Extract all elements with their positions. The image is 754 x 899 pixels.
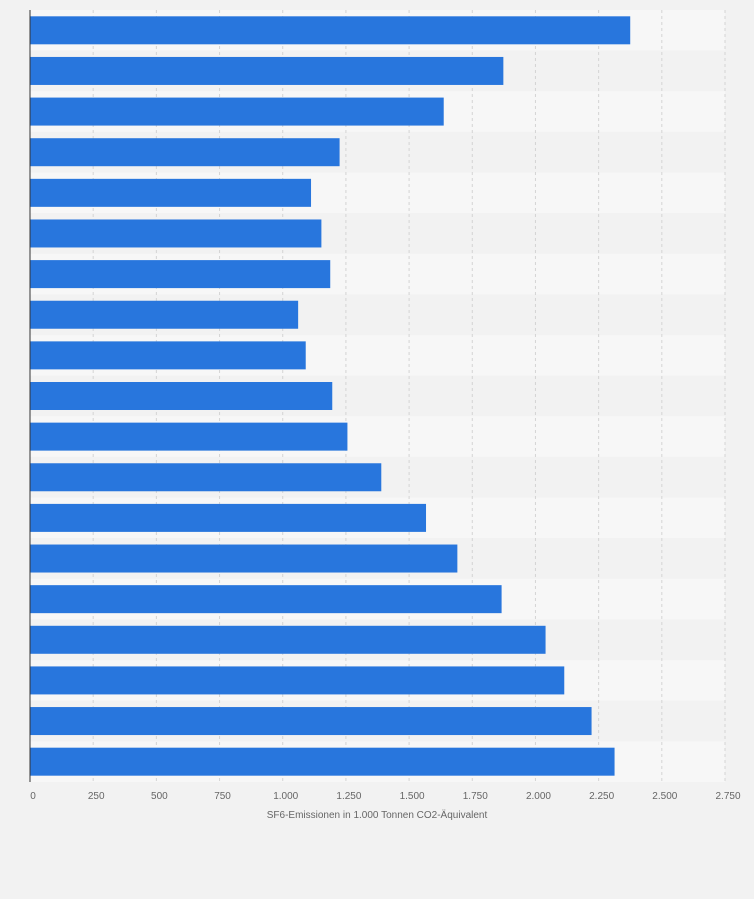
x-tick-labels: 0 250 500 750 1.000 1.250 1.500 1.750 2.000 2.250… <box>30 791 741 802</box>
bar[interactable] <box>30 260 331 289</box>
x-tick-label: 1.250 <box>336 791 361 802</box>
bar[interactable] <box>30 341 306 370</box>
x-tick-label: 2.750 <box>715 791 740 802</box>
x-tick-label: 500 <box>151 791 168 802</box>
x-tick-label: 2.000 <box>526 791 551 802</box>
footer-panel <box>0 833 754 899</box>
bar[interactable] <box>30 747 615 776</box>
bar[interactable] <box>30 503 427 532</box>
x-tick-label: 750 <box>214 791 231 802</box>
bar[interactable] <box>30 382 333 410</box>
x-tick-label: 2.250 <box>589 791 614 802</box>
bar[interactable] <box>30 16 631 45</box>
bar[interactable] <box>30 178 312 207</box>
x-tick-label: 2.500 <box>652 791 677 802</box>
x-tick-label: 1.750 <box>463 791 488 802</box>
bars <box>30 16 631 776</box>
x-tick-label: 250 <box>88 791 105 802</box>
bar[interactable] <box>30 219 322 248</box>
bar[interactable] <box>30 422 348 451</box>
bar[interactable] <box>30 138 340 167</box>
bar[interactable] <box>30 56 504 85</box>
bar[interactable] <box>30 544 458 573</box>
bar[interactable] <box>30 97 444 126</box>
x-axis-title: SF6-Emissionen in 1.000 Tonnen CO2-Äquiv… <box>267 809 488 821</box>
bar[interactable] <box>30 300 299 329</box>
bar[interactable] <box>30 707 592 736</box>
bar[interactable] <box>30 666 565 695</box>
bar[interactable] <box>30 463 382 492</box>
x-tick-label: 1.500 <box>400 791 425 802</box>
bar[interactable] <box>30 625 546 654</box>
bar[interactable] <box>30 585 502 614</box>
x-tick-label: 0 <box>30 791 36 802</box>
x-tick-label: 1.000 <box>273 791 298 802</box>
